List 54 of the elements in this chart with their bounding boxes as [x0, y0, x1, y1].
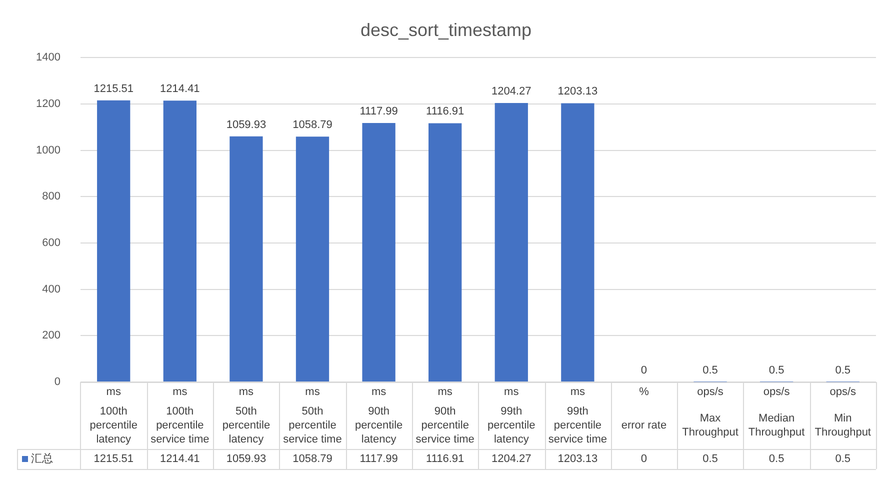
text: 0: [640, 453, 648, 466]
data-label: 1116.91: [426, 106, 464, 118]
bar: [362, 122, 396, 382]
data-label: 0.5: [768, 364, 784, 376]
text: 1214.41: [160, 453, 200, 466]
text: 1116.91: [426, 453, 464, 466]
y-tick-label: 1000: [36, 144, 60, 156]
text: 1117.99: [360, 453, 398, 466]
y-tick-label: 600: [42, 237, 60, 250]
text: 1215.51: [94, 453, 134, 466]
data-label: 1214.41: [160, 83, 200, 96]
category-label: ops/s Max Throughput: [682, 386, 738, 439]
legend-label: 汇总: [31, 452, 53, 466]
chart-title: desc_sort_timestamp: [360, 20, 532, 40]
data-label: 1204.27: [492, 85, 532, 98]
text: 1058.79: [292, 453, 332, 466]
data-label: 1117.99: [360, 105, 398, 118]
y-tick-label: 400: [42, 283, 60, 296]
bar: [494, 102, 528, 382]
bar: [296, 136, 330, 382]
data-label: 1203.13: [558, 86, 598, 98]
text: 0.5: [768, 453, 784, 466]
x-tick-label: ms 50th percentile latency: [222, 386, 270, 446]
category-label: ops/s Min Throughput: [814, 386, 871, 439]
y-tick-label: 200: [42, 330, 60, 342]
category-label: % error rate: [621, 386, 667, 432]
x-tick-label: ms 100th percentile latency: [90, 386, 138, 446]
x-tick-label: ms 90th percentile latency: [354, 386, 403, 446]
text: 1059.93: [226, 453, 266, 466]
y-tick-label: 0: [54, 376, 60, 388]
y-tick-label: 1400: [36, 52, 60, 64]
category-label: ops/s Median Throughput: [748, 386, 805, 439]
bar: [561, 103, 594, 382]
bar: [428, 123, 462, 382]
bar: [163, 100, 196, 382]
x-tick-label: ms 99th percentile service time: [548, 386, 608, 446]
data-label: 1215.51: [94, 82, 134, 95]
text: 1203.13: [558, 453, 598, 466]
data-label: 1059.93: [226, 118, 266, 131]
data-label: 0.5: [702, 364, 718, 376]
data-label: 1058.79: [292, 119, 332, 132]
bar: [230, 136, 263, 382]
text: 0.5: [835, 453, 850, 466]
text: 0.5: [702, 453, 718, 466]
bar: [97, 100, 130, 382]
x-tick-label: ms 100th percentile service time: [150, 386, 210, 446]
x-tick-label: ms 90th percentile service time: [416, 386, 474, 446]
data-label: 0: [640, 364, 648, 377]
x-tick-label: ms 50th percentile service time: [283, 386, 342, 446]
data-label: 0.5: [835, 364, 850, 376]
y-tick-label: 1200: [36, 98, 60, 110]
x-tick-label: ms 99th percentile latency: [488, 386, 536, 446]
text: 1204.27: [492, 453, 532, 466]
y-tick-label: 800: [42, 190, 60, 203]
